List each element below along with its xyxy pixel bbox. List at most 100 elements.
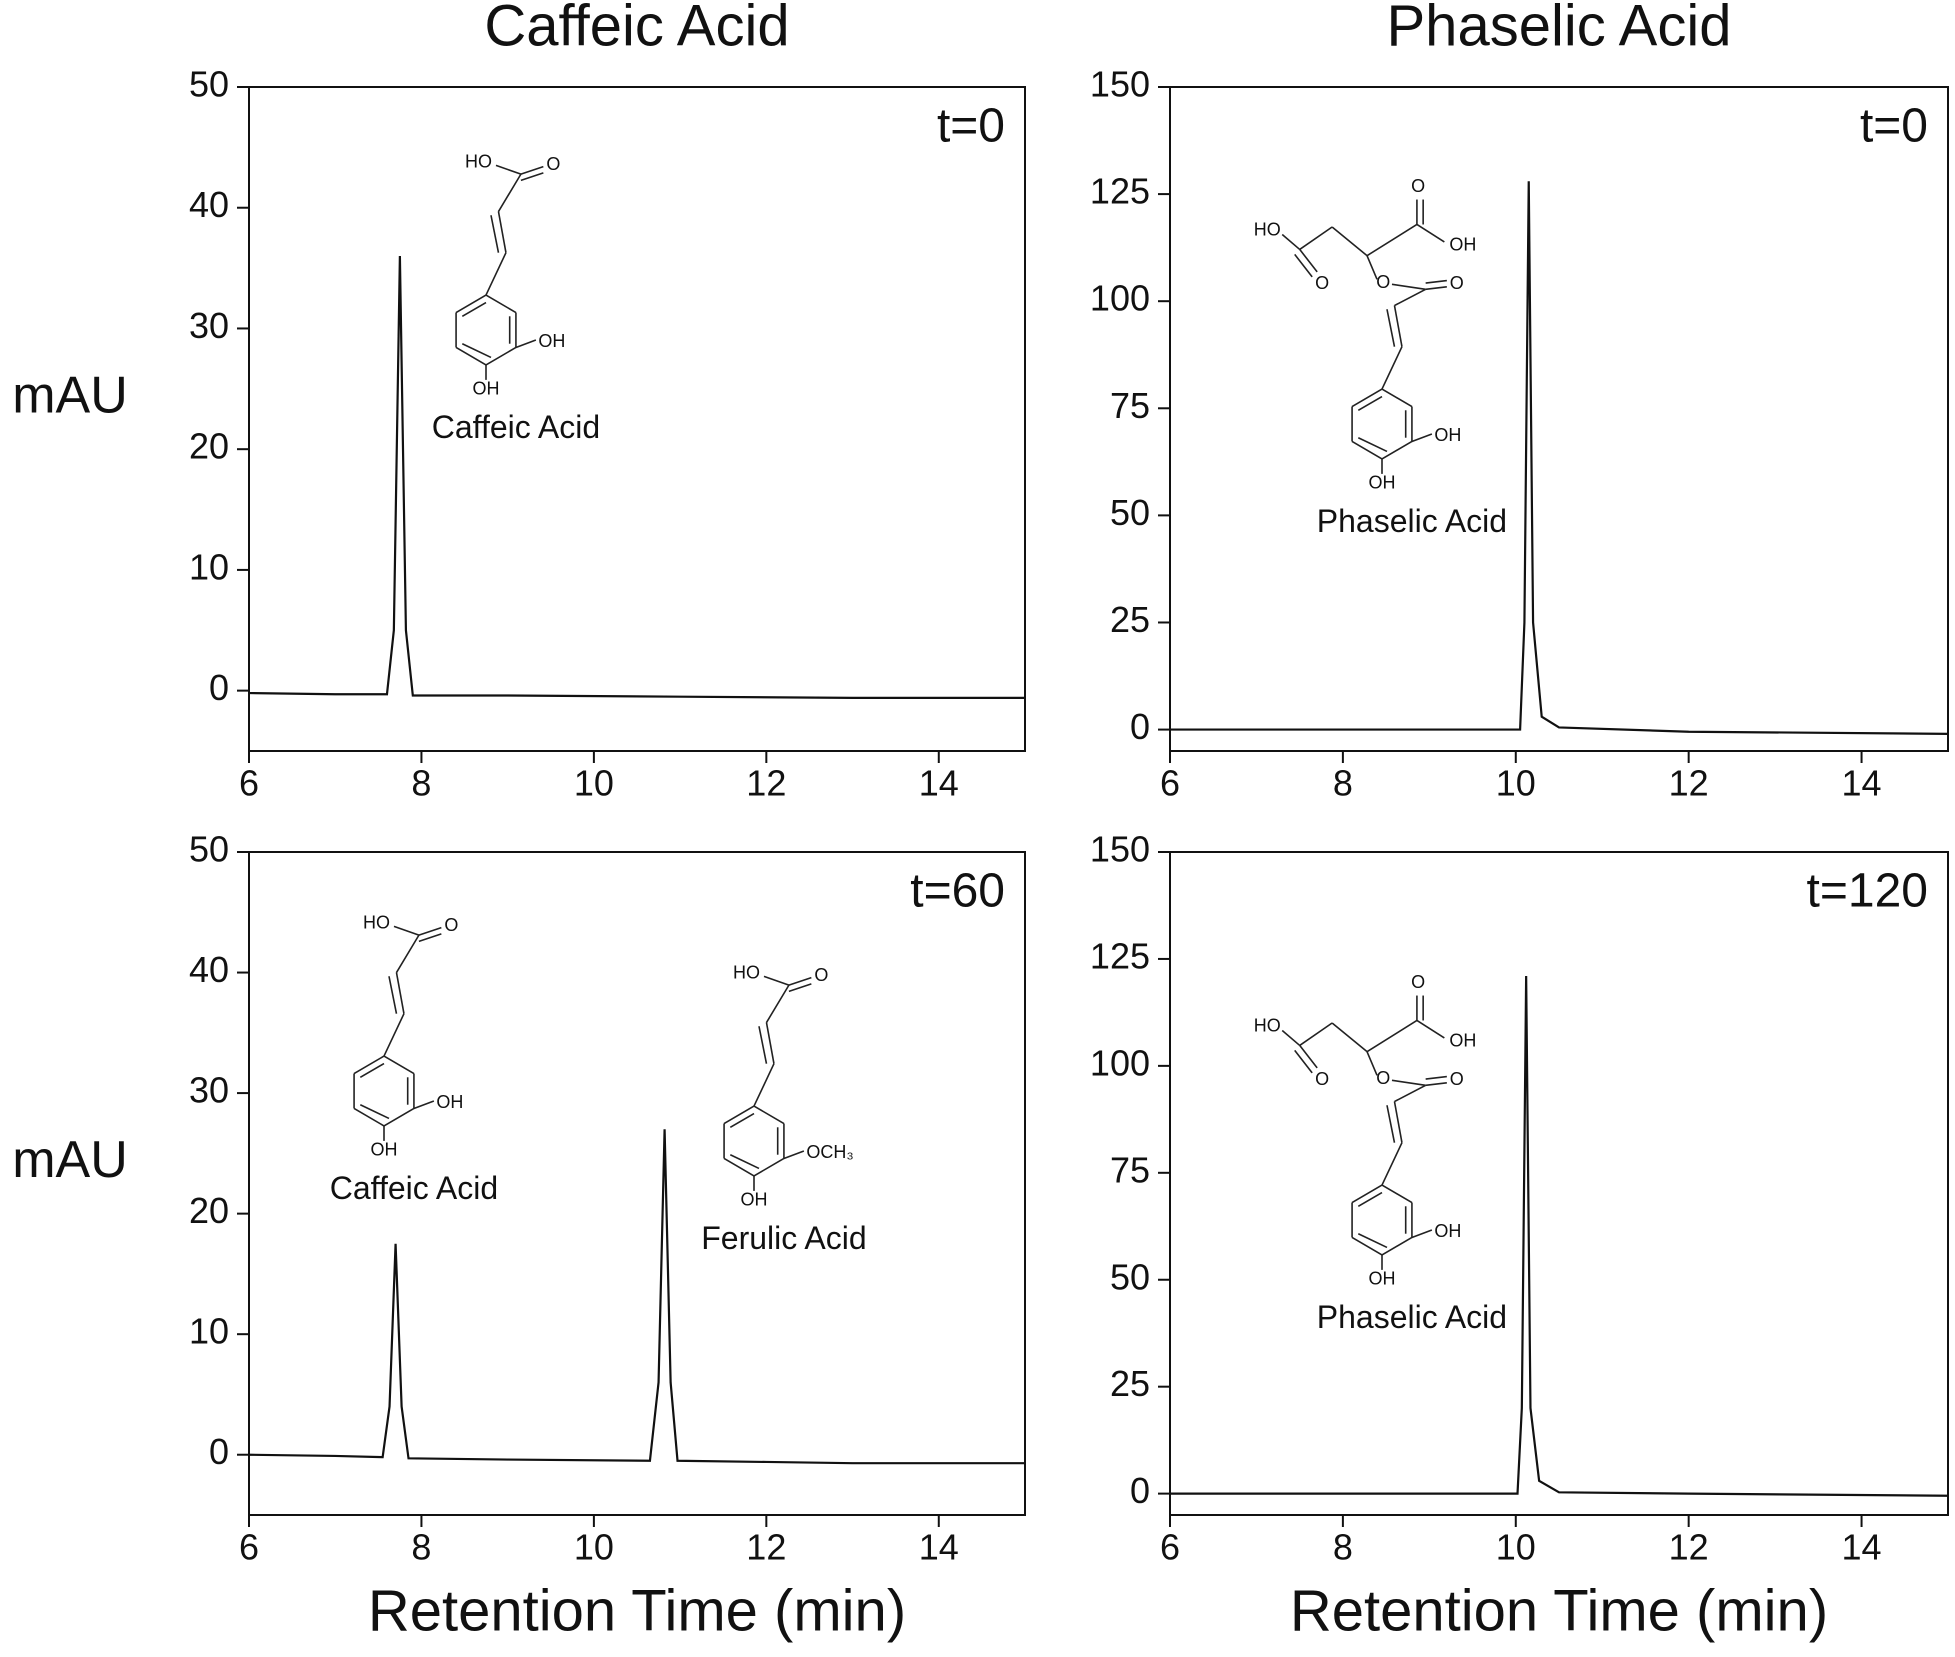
bond xyxy=(1366,223,1418,257)
bond xyxy=(485,346,517,366)
bond xyxy=(520,165,544,175)
atom-label: O xyxy=(1315,273,1329,293)
x-tick-label: 8 xyxy=(1333,1527,1353,1568)
bond xyxy=(1281,1029,1301,1047)
bond xyxy=(461,342,492,359)
bond xyxy=(729,1112,755,1128)
chemical-structure: HO O O OH O O OH OH Phaselic Acid xyxy=(1254,972,1507,1335)
bond xyxy=(1366,1051,1378,1076)
atom-label: O xyxy=(1315,1069,1329,1089)
structure-name: Caffeic Acid xyxy=(330,1170,498,1206)
bond xyxy=(1299,226,1333,251)
y-tick-label: 40 xyxy=(189,949,229,990)
bond xyxy=(515,339,537,349)
y-tick-label: 125 xyxy=(1090,935,1150,976)
bond xyxy=(383,1055,415,1075)
bond xyxy=(353,1107,385,1127)
chromatogram-line xyxy=(1170,976,1949,1497)
atom-label: HO xyxy=(1254,1015,1281,1035)
bond xyxy=(1411,433,1433,443)
bond xyxy=(497,173,522,212)
y-tick-label: 50 xyxy=(189,64,229,105)
atom-label: OH xyxy=(741,1190,768,1210)
bond xyxy=(753,1105,785,1125)
bond xyxy=(1425,286,1447,291)
y-tick-label: 40 xyxy=(189,184,229,225)
bond xyxy=(758,1026,768,1064)
atom-label: OH xyxy=(1434,425,1461,445)
bond xyxy=(1393,1101,1403,1143)
plot-frame xyxy=(248,86,1026,752)
y-tick-label: 125 xyxy=(1090,171,1150,212)
x-tick-label: 14 xyxy=(919,1527,959,1568)
y-tick-label: 150 xyxy=(1090,829,1150,870)
x-tick-label: 8 xyxy=(411,763,431,804)
bond xyxy=(1351,440,1383,460)
structure-name: Phaselic Acid xyxy=(1317,1299,1507,1335)
x-tick-label: 12 xyxy=(746,763,786,804)
atom-label: HO xyxy=(733,963,760,983)
bond xyxy=(393,925,420,936)
atom-label: O xyxy=(814,965,828,985)
bond xyxy=(753,1063,775,1107)
x-axis-label: Retention Time (min) xyxy=(1290,1578,1828,1643)
bond xyxy=(763,975,790,986)
bond xyxy=(461,301,487,317)
bond xyxy=(1299,1022,1333,1047)
bond xyxy=(485,252,507,296)
chemical-structure: HO O O OH O O OH OH Phaselic Acid xyxy=(1254,176,1507,539)
chemical-structure: HO O OCH₃ OH Ferulic Acid xyxy=(701,963,866,1257)
bond xyxy=(1394,288,1427,307)
bond xyxy=(395,972,405,1014)
bond xyxy=(1381,1184,1413,1204)
structure-name: Phaselic Acid xyxy=(1317,503,1507,539)
y-tick-label: 10 xyxy=(189,546,229,587)
bond xyxy=(1394,1084,1427,1103)
y-tick-label: 30 xyxy=(189,305,229,346)
bond xyxy=(1351,388,1383,408)
bond xyxy=(1425,1082,1447,1087)
y-tick-label: 100 xyxy=(1090,278,1150,319)
bond xyxy=(1366,1019,1418,1053)
atom-label: O xyxy=(1376,1068,1390,1088)
y-tick-label: 20 xyxy=(189,1190,229,1231)
atom-label: OH xyxy=(1449,234,1476,254)
atom-label: O xyxy=(1376,272,1390,292)
bond xyxy=(418,933,442,943)
x-tick-label: 6 xyxy=(239,1527,259,1568)
bond xyxy=(1357,1232,1388,1249)
bond xyxy=(1381,1236,1413,1256)
y-tick-label: 20 xyxy=(189,426,229,467)
atom-label: O xyxy=(1450,273,1464,293)
bond xyxy=(1381,388,1413,408)
x-tick-label: 12 xyxy=(746,1527,786,1568)
bond xyxy=(1331,1022,1368,1053)
plot-frame xyxy=(1169,86,1949,752)
bond xyxy=(1281,233,1301,251)
bond xyxy=(1331,226,1368,257)
bond xyxy=(765,984,790,1023)
bond xyxy=(1391,283,1426,291)
y-tick-label: 100 xyxy=(1090,1042,1150,1083)
bond xyxy=(1299,1044,1318,1069)
bond xyxy=(485,294,517,314)
atom-label: O xyxy=(546,154,560,174)
y-tick-label: 50 xyxy=(1110,1256,1150,1297)
bond xyxy=(353,1055,385,1075)
bond xyxy=(788,983,812,993)
atom-label: OH xyxy=(436,1092,463,1112)
x-tick-label: 8 xyxy=(1333,763,1353,804)
bond xyxy=(1357,395,1383,411)
y-tick-label: 0 xyxy=(209,1431,229,1472)
y-tick-label: 0 xyxy=(1130,706,1150,747)
atom-label: OH xyxy=(1369,1269,1396,1289)
atom-label: OH xyxy=(473,379,500,399)
bond xyxy=(1411,1229,1433,1239)
y-tick-label: 50 xyxy=(189,829,229,870)
y-tick-label: 10 xyxy=(189,1311,229,1352)
bond xyxy=(1381,440,1413,460)
atom-label: OH xyxy=(371,1140,398,1160)
bond xyxy=(753,1157,785,1177)
bond xyxy=(723,1157,755,1177)
